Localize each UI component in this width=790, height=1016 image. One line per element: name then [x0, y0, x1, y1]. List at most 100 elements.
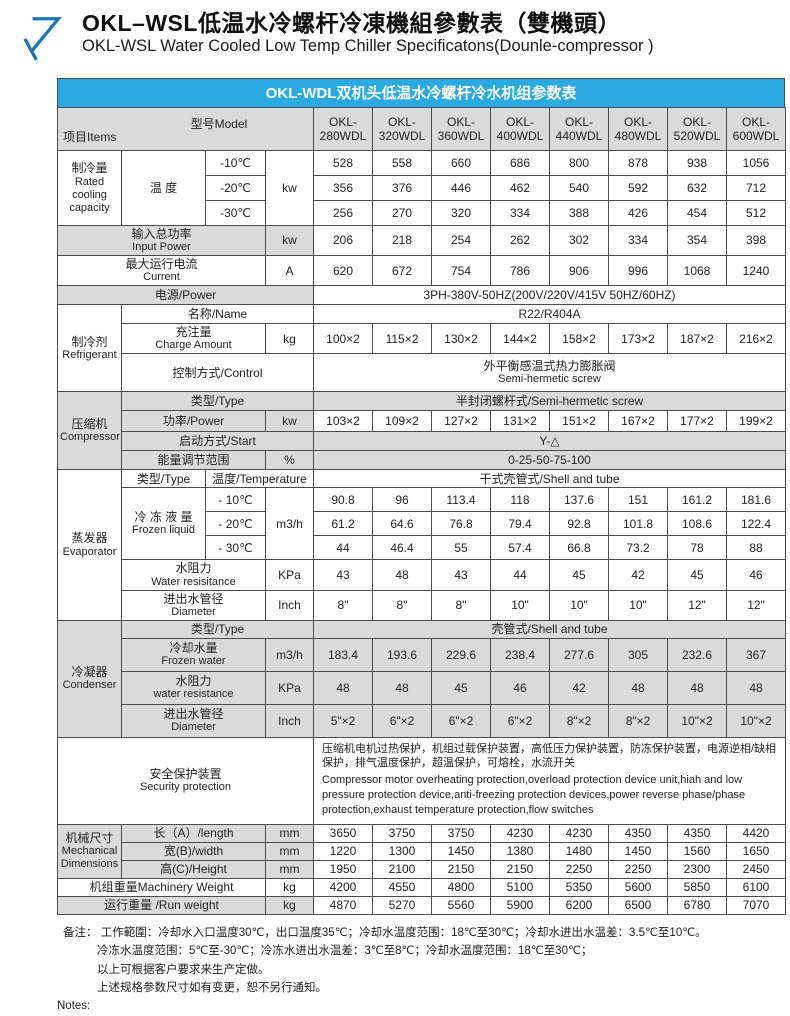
start-mode-label: 启动方式/Start: [121, 431, 314, 452]
value-cell: 5350: [549, 877, 609, 897]
value-cell: 5900: [490, 895, 550, 915]
value-cell: 12": [726, 589, 786, 621]
refrigerant-name-value: R22/R404A: [313, 304, 786, 325]
value-cell: 462: [490, 175, 550, 201]
value-cell: 938: [667, 150, 727, 176]
unit-cell: KPa: [265, 670, 314, 705]
value-cell: 45: [549, 559, 609, 591]
note-line: Notes:: [57, 1000, 91, 1013]
temp-label: - 30℃: [205, 535, 266, 561]
value-cell: 512: [726, 200, 786, 226]
table-row: 制冷剂 Refrigerant 名称/Name R22/R404A: [57, 304, 786, 393]
value-cell: 103×2: [313, 410, 373, 433]
table-row: 运行重量 /Run weight kg 4870 5270 5560 5900 6200…: [57, 895, 786, 915]
value-cell: 57.4: [490, 535, 550, 561]
evaporator-temp-label: 温度/Temperature: [205, 469, 314, 489]
temp-label: -10℃: [205, 150, 266, 176]
security-text-en: Compressor motor overheating protection,…: [322, 774, 746, 816]
evaporator-section-label: 蒸发器 Evaporator: [57, 469, 122, 621]
value-cell: 5850: [667, 877, 727, 897]
value-cell: 6"×2: [372, 703, 432, 738]
value-cell: 376: [372, 175, 432, 201]
table-row: 冷却水量 Frozen water m3/h 183.4 193.6 229.6 23…: [58, 637, 786, 672]
table-row: - 30℃ 44 46.4 55 57.4 66.8 73.2 78 88: [58, 535, 786, 561]
security-protection-label: 安全保护装置 Security protection: [57, 736, 314, 825]
value-cell: 2150: [490, 859, 550, 879]
value-cell: 446: [431, 175, 491, 201]
value-cell: 426: [608, 200, 668, 226]
model-header-cell: OKL-400WDL: [490, 107, 550, 151]
value-cell: 88: [726, 535, 786, 561]
value-cell: 115×2: [372, 323, 432, 355]
temp-label: - 20℃: [205, 511, 266, 537]
machinery-weight-label: 机组重量Machinery Weight: [57, 877, 266, 897]
model-header-cell: OKL-320WDL: [372, 107, 432, 151]
value-cell: 334: [608, 224, 668, 257]
frozen-liquid-label: 冷 冻 液 量 Frozen liquid: [121, 487, 206, 561]
length-label: 长（A）/length: [121, 823, 266, 843]
model-header-label: 型号Model: [190, 117, 248, 132]
value-cell: 90.8: [313, 487, 373, 513]
value-cell: 122.4: [726, 511, 786, 537]
temp-label: - 10℃: [205, 487, 266, 513]
temp-label: -20℃: [205, 175, 266, 201]
value-cell: 672: [372, 255, 432, 287]
value-cell: 2300: [667, 859, 727, 879]
value-cell: 2100: [372, 859, 432, 879]
value-cell: 277.6: [549, 637, 609, 672]
value-cell: 181.6: [726, 487, 786, 513]
table-row: 充注量 Charge Amount kg 100×2 115×2 130×2 144×…: [58, 323, 786, 355]
table-row: 蒸发器 Evaporator 类型/Type 温度/Temperature 干式…: [57, 469, 786, 621]
table-caption: OKL-WDL双机头低温水冷螺杆冷水机组参数表: [57, 78, 785, 107]
table-row: 输入总功率 Input Power kw 206 218 254 262 302 334 3…: [57, 224, 786, 257]
table-row: 进出水管径 Diameter Inch 5"×2 6"×2 6"×2 6"×2 8"×2…: [58, 703, 786, 738]
value-cell: 4230: [549, 823, 609, 843]
table-row: 冷凝器 Condenser 类型/Type 壳管式/Shell and tube: [57, 619, 786, 738]
condenser-section-label: 冷凝器 Condenser: [57, 619, 122, 738]
value-cell: 2250: [549, 859, 609, 879]
value-cell: 800: [549, 150, 609, 176]
unit-cell: KPa: [265, 559, 314, 591]
table-row: 水阻力 Water resisitance KPa 43 48 43 44 45 42 45…: [58, 559, 786, 591]
unit-cell: kw: [265, 150, 314, 226]
value-cell: 45: [431, 670, 491, 705]
value-cell: 1450: [431, 841, 491, 861]
condenser-resistance-label: 水阻力 water resistance: [121, 670, 266, 705]
value-cell: 6200: [549, 895, 609, 915]
value-cell: 8"×2: [608, 703, 668, 738]
value-cell: 786: [490, 255, 550, 287]
evaporator-type-value: 干式壳管式/Shell and tube: [313, 469, 786, 489]
unit-cell: kg: [265, 877, 314, 897]
table-row: 进出水管径 Diameter Inch 8" 8" 8" 10" 10" 10" 12" 12…: [58, 589, 786, 621]
value-cell: 46.4: [372, 535, 432, 561]
value-cell: 216×2: [726, 323, 786, 355]
table-row: 启动方式/Start Y-△: [58, 431, 786, 452]
value-cell: 3650: [313, 823, 373, 843]
value-cell: 137.6: [549, 487, 609, 513]
value-cell: 48: [313, 670, 373, 705]
value-cell: 4800: [431, 877, 491, 897]
table-row: 安全保护装置 Security protection 压缩机电机过热保护，机组过…: [57, 736, 786, 825]
value-cell: 161.2: [667, 487, 727, 513]
refrigerant-section-label: 制冷剂 Refrigerant: [57, 304, 122, 393]
value-cell: 305: [608, 637, 668, 672]
value-cell: 92.8: [549, 511, 609, 537]
table-row: 控制方式/Control 外平衡感温式热力膨胀阀 Semi-hermetic s…: [58, 353, 786, 393]
temp-label: -30℃: [205, 200, 266, 226]
table-row: 制冷量 Rated cooling capacity 温 度 -10℃ kw 5…: [57, 150, 786, 226]
unit-cell: kw: [265, 410, 314, 433]
value-cell: 2150: [431, 859, 491, 879]
value-cell: 1220: [313, 841, 373, 861]
value-cell: 4420: [726, 823, 786, 843]
value-cell: 620: [313, 255, 373, 287]
value-cell: 2450: [726, 859, 786, 879]
value-cell: 127×2: [431, 410, 491, 433]
value-cell: 1650: [726, 841, 786, 861]
value-cell: 73.2: [608, 535, 668, 561]
spec-table-container: OKL-WDL双机头低温水冷螺杆冷水机组参数表 项目Items 型号Model …: [57, 78, 786, 915]
page-title-en: OKL-WSL Water Cooled Low Temp Chiller Sp…: [82, 37, 654, 56]
value-cell: 528: [313, 150, 373, 176]
value-cell: 1950: [313, 859, 373, 879]
value-cell: 193.6: [372, 637, 432, 672]
value-cell: 754: [431, 255, 491, 287]
